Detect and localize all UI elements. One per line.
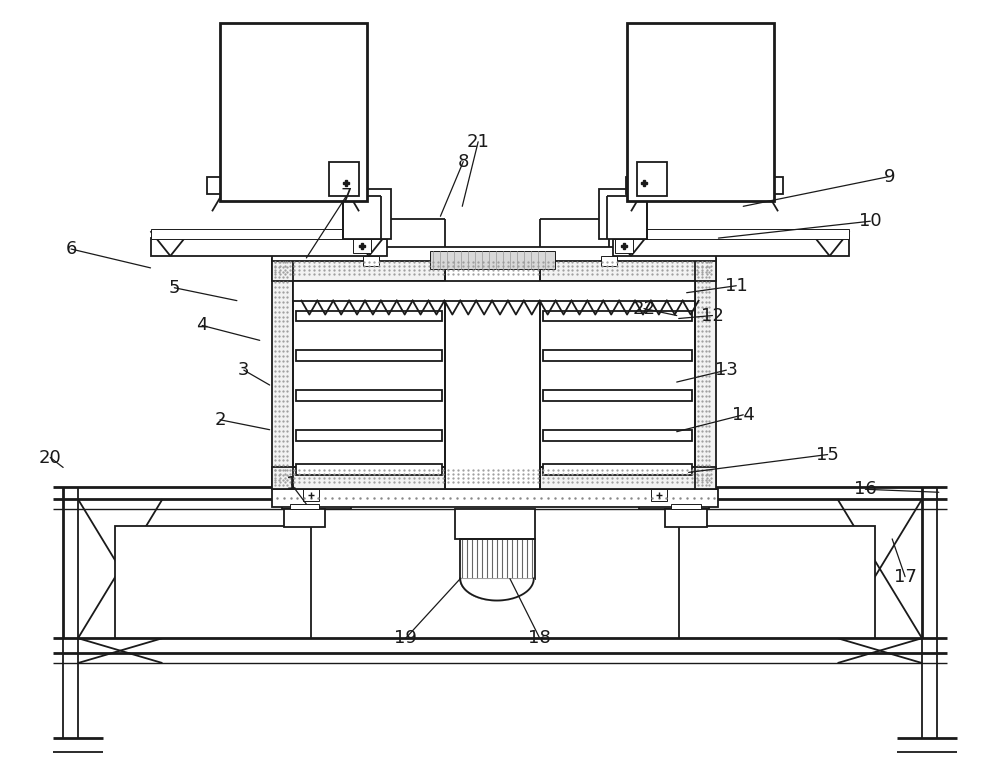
Bar — [634, 177, 654, 190]
Bar — [115, 526, 311, 638]
Text: 6: 6 — [65, 240, 77, 258]
Bar — [329, 161, 359, 196]
Bar — [296, 390, 442, 401]
Text: 4: 4 — [196, 316, 208, 334]
Bar — [296, 464, 442, 475]
Bar — [151, 229, 387, 239]
Bar — [613, 238, 849, 256]
Text: 22: 22 — [632, 300, 655, 318]
Bar — [615, 239, 633, 253]
Text: 2: 2 — [214, 411, 226, 428]
Bar — [296, 430, 442, 441]
Text: 14: 14 — [732, 406, 755, 424]
Bar — [671, 504, 701, 509]
Text: 15: 15 — [816, 446, 839, 464]
Text: 8: 8 — [458, 153, 469, 171]
Bar — [627, 23, 774, 201]
Text: 10: 10 — [859, 212, 882, 231]
Bar — [303, 489, 319, 501]
Text: 11: 11 — [725, 277, 748, 294]
Bar — [599, 189, 647, 239]
Bar — [353, 239, 371, 253]
Bar — [679, 526, 875, 638]
Bar — [543, 311, 692, 322]
Text: 20: 20 — [39, 449, 62, 467]
Text: 21: 21 — [467, 132, 490, 151]
Bar — [626, 177, 783, 195]
Bar — [430, 251, 555, 269]
Text: 18: 18 — [528, 629, 551, 647]
Text: 17: 17 — [894, 568, 917, 586]
Bar — [665, 509, 707, 527]
Bar — [282, 489, 351, 509]
Bar — [639, 489, 709, 509]
Bar — [151, 238, 387, 256]
Bar — [460, 539, 535, 579]
Bar — [293, 280, 695, 301]
Bar — [207, 177, 364, 195]
Bar — [543, 390, 692, 401]
Text: 12: 12 — [701, 306, 724, 325]
Text: 16: 16 — [854, 481, 877, 499]
Bar — [445, 259, 540, 489]
Bar — [543, 430, 692, 441]
Bar — [336, 177, 356, 190]
Bar — [272, 259, 716, 280]
Text: 5: 5 — [169, 279, 180, 297]
Bar — [601, 256, 617, 266]
Bar — [272, 247, 716, 261]
Bar — [296, 311, 442, 322]
Bar — [343, 189, 391, 239]
Bar — [284, 509, 325, 527]
Bar — [455, 509, 535, 539]
Bar — [363, 256, 379, 266]
Text: 19: 19 — [394, 629, 417, 647]
Text: 7: 7 — [340, 188, 352, 206]
Bar — [637, 161, 667, 196]
Text: 13: 13 — [715, 361, 738, 379]
Bar — [543, 464, 692, 475]
Bar — [272, 489, 718, 507]
Bar — [651, 489, 667, 501]
Bar — [543, 351, 692, 361]
Bar — [272, 467, 716, 489]
Bar — [272, 259, 293, 489]
Text: 9: 9 — [883, 167, 895, 185]
Bar — [695, 259, 716, 489]
Text: 1: 1 — [286, 475, 297, 493]
Text: 3: 3 — [238, 361, 250, 379]
Bar — [220, 23, 367, 201]
Bar — [613, 229, 849, 239]
Bar — [296, 351, 442, 361]
Bar — [290, 504, 319, 509]
